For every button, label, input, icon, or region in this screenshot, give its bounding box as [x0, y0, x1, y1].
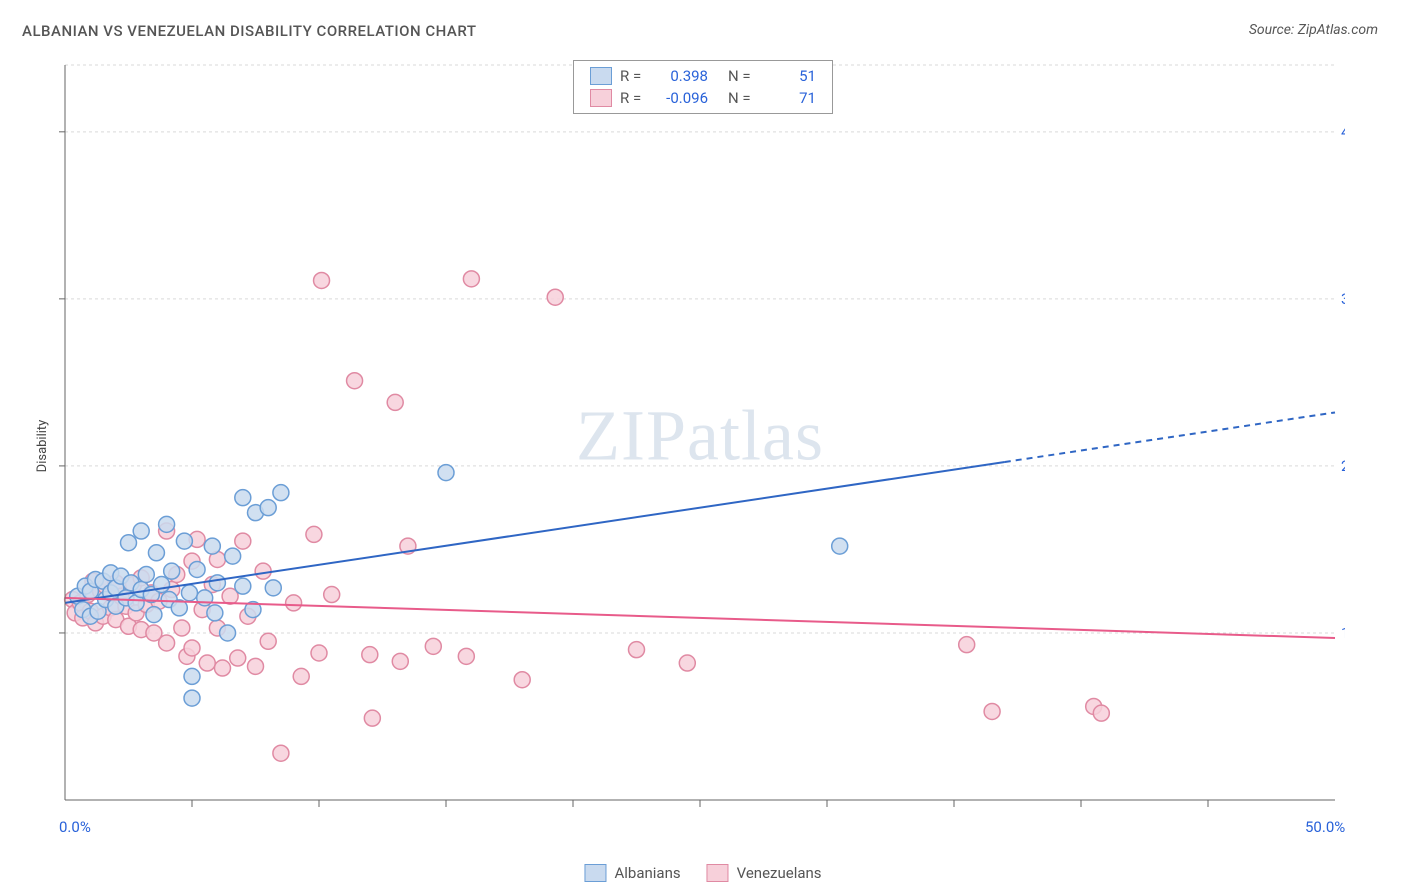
x-axis-min: 0.0%: [59, 818, 91, 836]
legend-item-venezuelans: Venezuelans: [707, 864, 822, 882]
swatch-icon: [590, 67, 612, 85]
svg-text:40.0%: 40.0%: [1341, 123, 1345, 141]
swatch-icon: [590, 89, 612, 107]
legend-row-albanians: R = 0.398 N = 51: [574, 65, 832, 87]
swatch-icon: [584, 864, 606, 882]
x-axis-max: 50.0%: [1305, 818, 1345, 836]
source-label: Source: ZipAtlas.com: [1249, 22, 1378, 38]
correlation-legend: R = 0.398 N = 51 R = -0.096 N = 71: [573, 60, 833, 114]
y-axis-label: Disability: [35, 420, 50, 473]
swatch-icon: [707, 864, 729, 882]
svg-text:10.0%: 10.0%: [1341, 624, 1345, 642]
legend-row-venezuelans: R = -0.096 N = 71: [574, 87, 832, 109]
chart-title: ALBANIAN VS VENEZUELAN DISABILITY CORREL…: [22, 22, 476, 40]
legend-item-albanians: Albanians: [584, 864, 680, 882]
svg-text:20.0%: 20.0%: [1341, 457, 1345, 475]
svg-text:30.0%: 30.0%: [1341, 290, 1345, 308]
series-legend: Albanians Venezuelans: [584, 864, 821, 882]
scatter-plot: 10.0%20.0%30.0%40.0% ZIPatlas: [55, 55, 1345, 825]
